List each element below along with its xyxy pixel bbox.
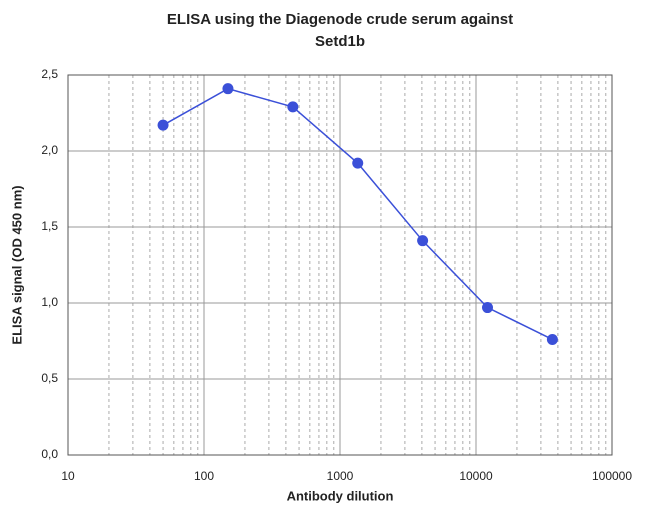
y-axis-label: ELISA signal (OD 450 nm) xyxy=(9,185,24,344)
data-point xyxy=(222,83,234,95)
x-tick-label: 1000 xyxy=(327,469,354,483)
chart-title: ELISA using the Diagenode crude serum ag… xyxy=(167,11,513,28)
y-tick-label: 1,0 xyxy=(41,295,58,309)
plot-frame xyxy=(67,74,613,456)
data-line xyxy=(162,87,553,341)
x-tick-label: 10000 xyxy=(459,469,493,483)
y-tick-label: 0,5 xyxy=(41,371,58,385)
y-tick-label: 0,0 xyxy=(41,447,58,461)
data-point xyxy=(157,119,169,131)
data-point xyxy=(546,333,558,345)
x-tick-label: 100 xyxy=(194,469,214,483)
x-axis-label: Antibody dilution xyxy=(287,488,394,503)
x-tick-label: 100000 xyxy=(592,469,632,483)
y-tick-label: 1,5 xyxy=(41,219,58,233)
data-point xyxy=(352,157,364,169)
data-point xyxy=(482,302,494,314)
chart-title: Setd1b xyxy=(315,33,365,50)
x-tick-label: 10 xyxy=(61,469,75,483)
y-tick-label: 2,5 xyxy=(41,67,58,81)
data-point xyxy=(417,235,429,247)
data-point xyxy=(287,101,299,113)
y-tick-label: 2,0 xyxy=(41,143,58,157)
